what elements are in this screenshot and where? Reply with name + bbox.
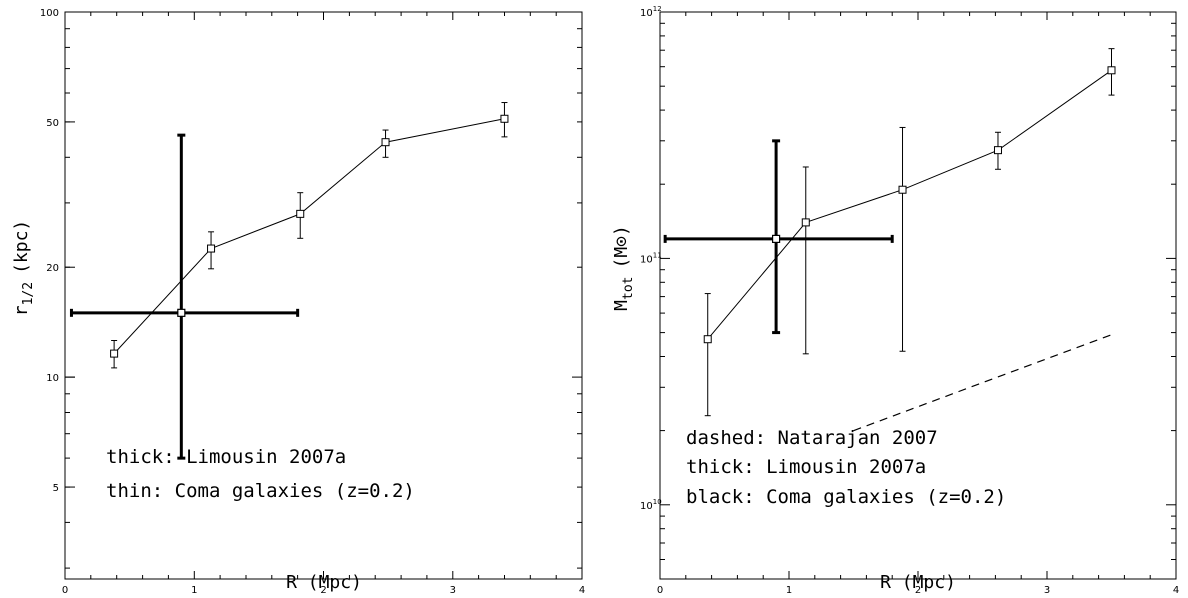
right-y-axis-label: Mtot (M⊙) xyxy=(611,225,636,311)
left-x-tick-label: 1 xyxy=(191,585,197,596)
left-ticks: 0 1 2 3 4 5 10 20 50 100 xyxy=(40,8,585,596)
right-y-label-sub: tot xyxy=(621,277,636,300)
right-data-point xyxy=(703,335,712,344)
left-annotation-2: thin: Coma galaxies (z=0.2) xyxy=(106,480,415,502)
right-data-point xyxy=(993,146,1002,155)
left-series-line xyxy=(113,118,505,354)
right-x-tick-label: 1 xyxy=(786,585,792,596)
left-x-tick-label: 0 xyxy=(62,585,68,596)
left-y-tick-label: 20 xyxy=(46,263,59,274)
left-y-label-unit: (kpc) xyxy=(11,220,32,274)
left-x-tick-label: 2 xyxy=(320,585,326,596)
right-y-label-unit: (M xyxy=(611,247,632,269)
left-data-point xyxy=(207,244,216,253)
right-annotation-3: black: Coma galaxies (z=0.2) xyxy=(686,486,1006,508)
right-y-tick-label: 1011 xyxy=(640,251,662,265)
right-marks xyxy=(663,48,1116,432)
left-data-point xyxy=(381,138,390,147)
right-data-point xyxy=(801,218,810,227)
left-y-tick-label: 50 xyxy=(46,118,59,129)
right-y-label-main: M xyxy=(611,300,632,311)
right-y-tick-label: 1010 xyxy=(640,498,662,512)
left-y-tick-label: 100 xyxy=(40,8,59,19)
sun-symbol: ⊙ xyxy=(611,236,632,247)
left-y-axis-label: r1/2 (kpc) xyxy=(11,220,36,317)
left-x-tick-label: 4 xyxy=(579,585,585,596)
left-thick-point xyxy=(177,308,186,317)
left-annotation-1: thick: Limousin 2007a xyxy=(106,446,346,468)
left-data-point xyxy=(110,349,119,358)
right-y-tick-label: 1012 xyxy=(640,5,662,19)
left-data-point xyxy=(500,114,509,123)
left-data-point xyxy=(296,209,305,218)
right-x-tick-label: 4 xyxy=(1173,585,1179,596)
right-annotation-1: dashed: Natarajan 2007 xyxy=(686,427,938,449)
right-ticks: 0 1 2 3 4 1010 1011 1012 xyxy=(640,5,1179,596)
right-panel: 0 1 2 3 4 1010 1011 1012 R (Mpc) Mtot (M⊙) dashe… xyxy=(611,5,1179,596)
right-data-point xyxy=(1107,66,1116,75)
right-series-line xyxy=(707,69,1112,340)
left-y-tick-label: 10 xyxy=(46,373,59,384)
left-y-label-main: r xyxy=(11,305,32,316)
left-marks xyxy=(69,102,509,460)
left-panel: 0 1 2 3 4 5 10 20 50 100 R (Mpc) r1/2 (kpc) thick:… xyxy=(11,8,585,596)
left-x-axis-label: R (Mpc) xyxy=(286,572,362,593)
right-annotation-2: thick: Limousin 2007a xyxy=(686,456,926,478)
right-x-tick-label: 0 xyxy=(657,585,663,596)
right-data-point xyxy=(898,185,907,194)
left-y-tick-label: 5 xyxy=(53,483,59,494)
right-x-axis-label: R (Mpc) xyxy=(880,572,956,593)
right-x-tick-label: 2 xyxy=(915,585,921,596)
left-y-label-sub: 1/2 xyxy=(21,282,36,305)
right-thick-point xyxy=(771,234,781,244)
right-dashed-line xyxy=(853,334,1112,432)
right-x-tick-label: 3 xyxy=(1044,585,1050,596)
right-y-label-unit-close: ) xyxy=(611,225,632,236)
left-x-tick-label: 3 xyxy=(450,585,456,596)
